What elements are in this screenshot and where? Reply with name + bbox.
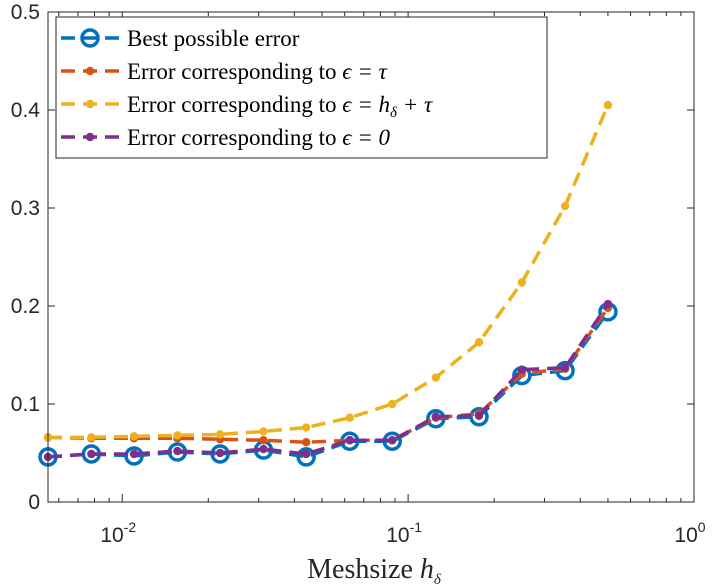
series-point-2 [129,432,139,441]
series-point-2 [517,278,527,287]
axes: 00.10.20.30.40.510-2 10-1 100 [11,1,706,547]
x-tick-label: 100 [674,519,705,547]
x-tick-base: 10 [100,524,123,547]
series-point-3 [259,444,268,454]
series-point-3 [560,363,570,372]
x-tick-base: 10 [674,524,697,547]
legend-math-subscript: δ [390,105,398,121]
y-tick-label: 0.2 [11,295,40,318]
legend-box [55,16,548,159]
x-tick-exponent: 0 [698,519,706,535]
legend-swatch-marker-2 [85,99,95,109]
series-point-1 [301,438,311,447]
series-line-3 [47,303,610,459]
series-point-3 [431,412,441,421]
legend-swatch-marker-3 [85,132,95,142]
series-point-2 [87,433,96,442]
series-point-3 [603,299,613,309]
series-point-3 [87,449,96,459]
legend-swatch-marker-0 [80,28,100,48]
x-axis-title: Meshsize hδ [307,554,442,585]
series-point-0 [124,446,144,466]
series-line-2 [48,104,610,440]
series-line-1 [47,306,610,444]
series-point-2 [603,100,613,110]
series-point-3 [474,411,484,420]
axes-box [47,11,695,503]
legend-label: Error corresponding to [127,125,342,150]
x-tick-label: 10-2 [100,519,136,547]
legend-entry-3: Error corresponding to ϵ = 0 [127,125,391,150]
series-point-0 [296,447,316,467]
series-point-2 [345,413,354,422]
series-point-2 [173,431,182,440]
series-point-2 [388,399,397,409]
series-point-2 [259,427,268,436]
x-tick-exponent: -2 [124,519,137,535]
y-tick-label: 0.1 [11,393,40,416]
legend-label: Best possible error [127,26,300,51]
series-point-1 [259,436,268,445]
series-point-2 [431,373,441,382]
series-point-2 [474,338,484,347]
legend-entry-0: Best possible error [127,26,300,51]
series-point-3 [345,436,354,445]
series-point-3 [517,365,527,374]
legend-entry-1: Error corresponding to ϵ = τ [127,59,388,84]
x-tick-label: 10-1 [386,519,422,547]
legend-entry-2: Error corresponding to ϵ = hδ + τ [127,92,433,121]
series-point-2 [560,201,570,211]
series-point-3 [388,436,397,445]
legend-label: Error corresponding to [127,92,342,117]
series-point-3 [215,448,225,458]
series-point-3 [301,449,311,459]
series-point-2 [215,430,225,439]
legend: Best possible error Error corresponding t… [55,16,548,159]
legend-math: ϵ = τ [342,59,387,84]
y-tick-label: 0.5 [11,1,40,24]
series-point-2 [301,423,311,432]
y-tick-label: 0 [28,491,40,514]
plot-area [38,100,618,467]
series-point-3 [173,446,182,456]
legend-math: ϵ = 0 [342,125,390,150]
legend-math-tail: + τ [397,92,433,117]
x-tick-exponent: -1 [410,519,423,535]
legend-math: ϵ = h [342,92,390,117]
legend-swatch-marker-1 [85,66,95,76]
legend-label: Error corresponding to [127,59,342,84]
y-tick-label: 0.3 [11,197,40,220]
y-tick-label: 0.4 [11,99,41,122]
series-point-3 [129,449,139,459]
x-tick-base: 10 [386,524,409,547]
